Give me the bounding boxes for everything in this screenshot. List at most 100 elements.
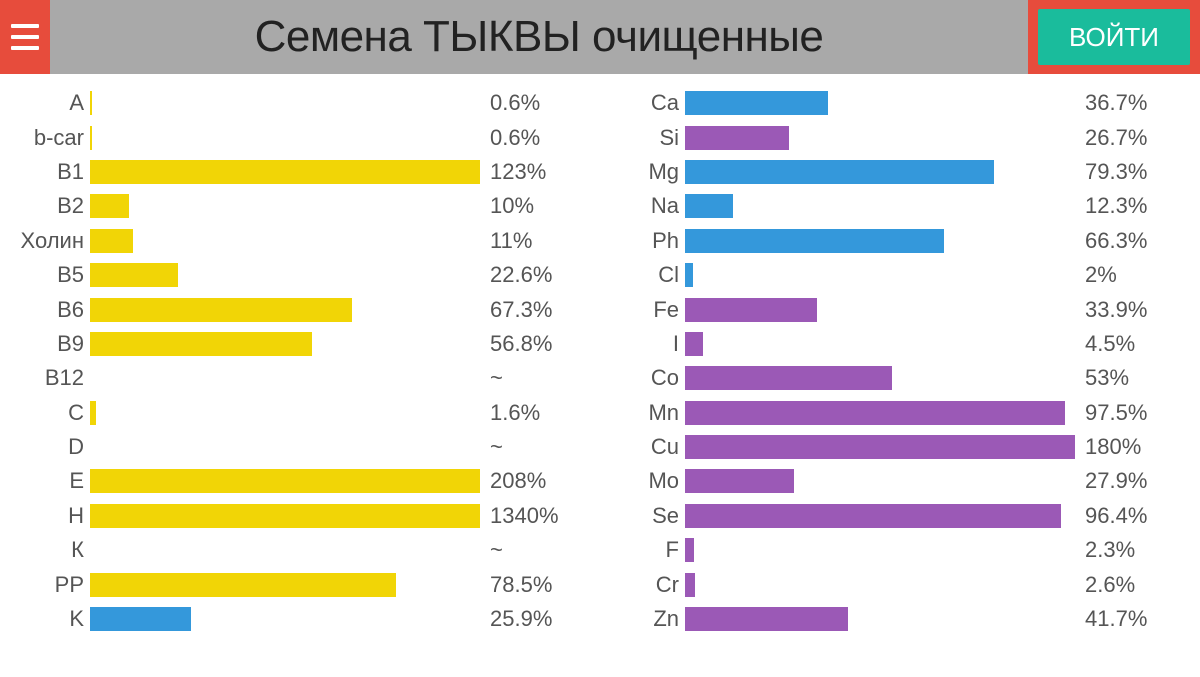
bar [685,160,994,184]
nutrient-value: 56.8% [480,331,552,357]
nutrient-label: C [20,400,90,426]
nutrient-label: B1 [20,159,90,185]
chart-row: B2 10% [20,189,585,223]
menu-icon-bar [11,35,39,39]
chart-row: Cr2.6% [615,567,1180,601]
bar-track [90,91,480,115]
bar [90,160,480,184]
nutrient-value: 36.7% [1075,90,1147,116]
bar-track [685,401,1075,425]
bar [90,504,480,528]
bar-track [90,332,480,356]
bar [90,469,480,493]
nutrient-chart: A0.6%b-car0.6%B1123%B210%Холин11%B522.6%… [0,74,1200,636]
nutrient-value: 33.9% [1075,297,1147,323]
bar-track [90,229,480,253]
nutrient-value: 1.6% [480,400,540,426]
bar-track [685,538,1075,562]
bar-track [90,469,480,493]
login-wrap: ВОЙТИ [1028,0,1200,74]
chart-row: К~ [20,533,585,567]
nutrient-value: 1340% [480,503,559,529]
chart-row: Co53% [615,361,1180,395]
login-button[interactable]: ВОЙТИ [1038,9,1190,65]
chart-row: B12~ [20,361,585,395]
nutrient-label: B9 [20,331,90,357]
bar-track [90,160,480,184]
bar [90,126,92,150]
nutrient-label: Co [615,365,685,391]
bar [685,194,733,218]
nutrient-label: Si [615,125,685,151]
nutrient-label: Mg [615,159,685,185]
header: Семена ТЫКВЫ очищенные ВОЙТИ [0,0,1200,74]
bar [90,401,96,425]
bar-track [685,229,1075,253]
nutrient-label: K [20,606,90,632]
chart-row: Se96.4% [615,499,1180,533]
chart-right-column: Ca36.7%Si26.7%Mg79.3%Na12.3%Ph66.3%Cl2%F… [615,86,1180,636]
chart-row: K25.9% [20,602,585,636]
nutrient-value: 2% [1075,262,1117,288]
chart-row: A 0.6% [20,86,585,120]
chart-row: Cl 2% [615,258,1180,292]
nutrient-value: 10% [480,193,534,219]
bar [90,91,92,115]
bar-track [685,435,1075,459]
bar [685,401,1065,425]
nutrient-label: Cr [615,572,685,598]
chart-row: B9 56.8% [20,327,585,361]
chart-row: Холин11% [20,224,585,258]
nutrient-label: F [615,537,685,563]
chart-row: Ph66.3% [615,224,1180,258]
nutrient-label: H [20,503,90,529]
nutrient-value: 180% [1075,434,1141,460]
bar [90,298,352,322]
nutrient-label: Ca [615,90,685,116]
nutrient-label: Cl [615,262,685,288]
bar-track [685,160,1075,184]
bar-track [90,504,480,528]
nutrient-value: 2.3% [1075,537,1135,563]
nutrient-label: A [20,90,90,116]
nutrient-value: 27.9% [1075,468,1147,494]
bar [685,607,848,631]
nutrient-value: 96.4% [1075,503,1147,529]
nutrient-value: ~ [480,537,503,563]
nutrient-value: 67.3% [480,297,552,323]
nutrient-value: 66.3% [1075,228,1147,254]
bar-track [685,194,1075,218]
nutrient-label: B2 [20,193,90,219]
menu-button[interactable] [0,0,50,74]
bar [685,298,817,322]
bar-track [685,298,1075,322]
bar [90,194,129,218]
bar-track [90,366,480,390]
bar [685,126,789,150]
bar [90,332,312,356]
nutrient-label: Mo [615,468,685,494]
nutrient-value: 97.5% [1075,400,1147,426]
chart-row: Cu180% [615,430,1180,464]
bar-track [90,298,480,322]
nutrient-value: 0.6% [480,90,540,116]
nutrient-value: 123% [480,159,546,185]
bar [685,332,703,356]
nutrient-value: 11% [480,228,532,254]
chart-row: b-car0.6% [20,120,585,154]
chart-row: D~ [20,430,585,464]
chart-row: I4.5% [615,327,1180,361]
chart-row: Ca 36.7% [615,86,1180,120]
page-title: Семена ТЫКВЫ очищенные [50,12,1028,62]
chart-left-column: A0.6%b-car0.6%B1123%B210%Холин11%B522.6%… [20,86,585,636]
chart-row: Si26.7% [615,120,1180,154]
bar-track [685,91,1075,115]
bar [90,573,396,597]
nutrient-label: Fe [615,297,685,323]
nutrient-value: 12.3% [1075,193,1147,219]
nutrient-label: PP [20,572,90,598]
nutrient-label: Mn [615,400,685,426]
chart-row: C 1.6% [20,396,585,430]
bar-track [90,194,480,218]
chart-row: Fe 33.9% [615,292,1180,326]
